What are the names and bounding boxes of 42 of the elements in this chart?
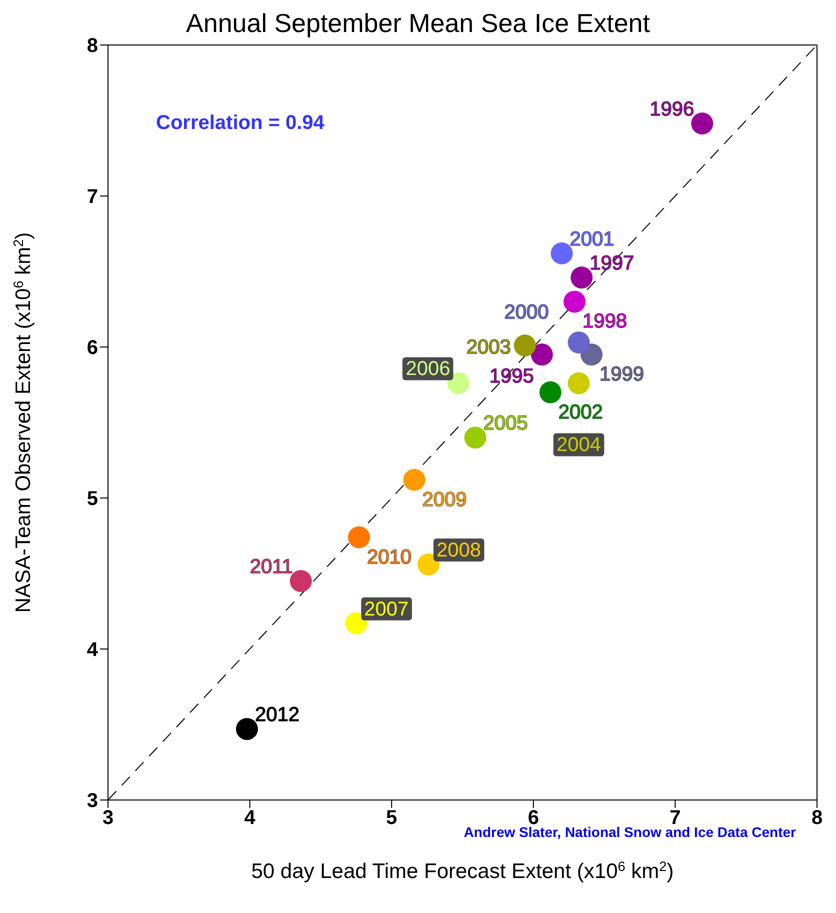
x-axis-title: 50 day Lead Time Forecast Extent (x10$^{6}$ km$^{2}$): [251, 858, 674, 883]
point: [403, 468, 426, 491]
y-tick-label: 3: [86, 790, 98, 812]
point: [530, 344, 553, 366]
series-label: 2006: [406, 358, 450, 380]
series-label: 1999: [600, 364, 644, 386]
series-label: 2007: [364, 598, 409, 620]
series-label: 1998: [582, 310, 628, 333]
series-label: 1996: [650, 98, 694, 121]
series-label: 1995: [489, 366, 534, 388]
series-label: 1997: [590, 252, 634, 275]
point: [236, 718, 258, 740]
series-label: 2001: [570, 228, 614, 250]
x-tick-label: 4: [244, 807, 256, 830]
chart-title: Annual September Mean Sea Ice Extent: [186, 8, 650, 38]
y-tick-label: 7: [86, 186, 98, 208]
point: [564, 290, 586, 313]
x-tick-label: 5: [386, 807, 398, 830]
point: [570, 266, 593, 289]
series-label: 2012: [254, 704, 300, 726]
series-label: 2003: [466, 336, 511, 358]
y-tick-label: 8: [86, 35, 98, 58]
point: [568, 372, 590, 394]
series-label: 2009: [422, 488, 467, 511]
y-tick-label: 5: [86, 488, 98, 510]
point: [514, 334, 536, 356]
series-label: 2008: [436, 539, 481, 562]
point: [568, 331, 590, 354]
x-tick-label: 3: [102, 807, 114, 830]
annotation: Correlation = 0.94: [156, 112, 324, 135]
point: [348, 526, 370, 548]
series-label: 2000: [504, 301, 549, 324]
x-tick-label: 8: [811, 807, 823, 830]
y-tick-label: 4: [86, 639, 99, 662]
series-label: 2011: [250, 556, 293, 578]
series-label: 2002: [558, 401, 603, 424]
series-label: 2010: [366, 546, 412, 568]
point: [417, 553, 440, 576]
series-label: 2005: [483, 412, 528, 435]
point: [539, 381, 562, 404]
y-tick-label: 6: [86, 337, 98, 360]
text: 2004: [556, 434, 602, 456]
